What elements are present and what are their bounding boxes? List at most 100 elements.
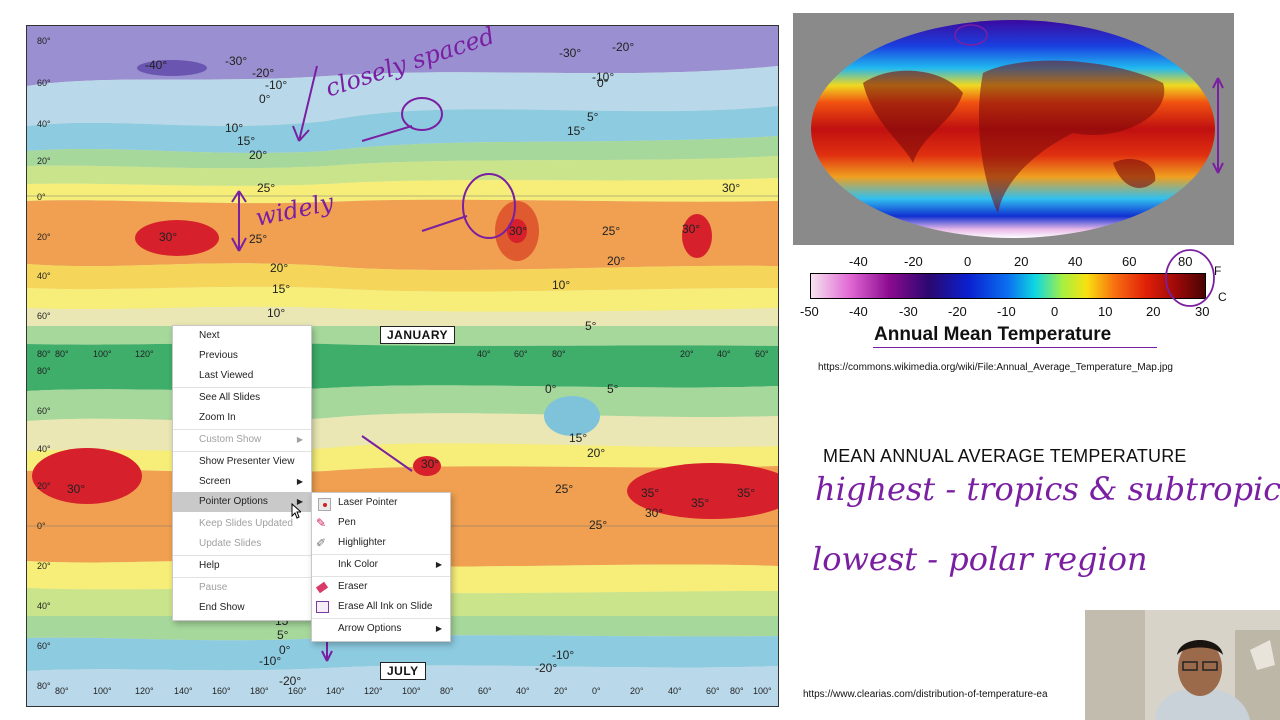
jul-lon-label: 60° <box>706 686 720 696</box>
menu-item-next[interactable]: Next <box>199 330 220 341</box>
jan-lat-label: 20° <box>37 156 51 166</box>
submenu-item-pen[interactable]: ✎ Pen <box>312 513 450 533</box>
jul-isotherm-label: -20° <box>535 661 558 675</box>
jan-isotherm-label: -40° <box>145 58 168 72</box>
ink-circle-80 <box>1165 249 1215 307</box>
jul-isotherm-label: 35° <box>641 486 660 500</box>
colorbar-unit-c: C <box>1218 290 1227 304</box>
colorbar-c-tick: -20 <box>948 304 967 319</box>
submenu-item-eraser[interactable]: Eraser <box>312 577 450 597</box>
colorbar-title: Annual Mean Temperature <box>874 324 1112 345</box>
jan-lat-label: 40° <box>37 271 51 281</box>
jan-lat-label: 60° <box>37 78 51 88</box>
submenu-item-highlighter[interactable]: ✐ Highlighter <box>312 533 450 553</box>
erase-all-icon <box>316 601 329 613</box>
jul-lon-label: 20° <box>554 686 568 696</box>
jul-lon-label: 80° <box>730 686 744 696</box>
jan-lon-label: 40° <box>717 349 731 359</box>
submenu-item-ink-color[interactable]: Ink Color ▶ <box>312 555 450 575</box>
webcam-video-feed <box>1085 610 1280 720</box>
jul-lat-label: 40° <box>37 601 51 611</box>
jan-isotherm-label: 5° <box>585 319 597 333</box>
jan-isotherm-label: 20° <box>249 148 268 162</box>
jul-isotherm-label: 30° <box>67 482 86 496</box>
jan-lon-label: 120° <box>135 349 154 359</box>
submenu-arrow-icon: ▶ <box>435 624 442 633</box>
jan-isotherm-label: -10° <box>592 70 615 84</box>
jan-isotherm-label: 10° <box>552 278 571 292</box>
submenu-item-erase-all-ink[interactable]: Erase All Ink on Slide <box>312 597 450 617</box>
jul-lon-label: 60° <box>478 686 492 696</box>
colorbar-c-tick: 0 <box>1051 304 1059 319</box>
january-label: JANUARY <box>380 326 456 344</box>
jul-lat-label: 20° <box>37 561 51 571</box>
menu-item-screen[interactable]: Screen ▶ <box>173 472 311 492</box>
colorbar-f-tick: 40 <box>1068 254 1083 269</box>
menu-item-custom-show[interactable]: Custom Show ▶ <box>173 430 311 450</box>
jan-isotherm-label: 25° <box>249 232 268 246</box>
jul-lon-label: 180° <box>250 686 269 696</box>
jan-isotherm-label: 0° <box>259 92 271 106</box>
jan-isotherm-label: 15° <box>237 134 256 148</box>
webcam-person <box>1085 610 1280 720</box>
submenu-arrow-icon: ▶ <box>296 435 303 444</box>
jul-lon-label: 40° <box>668 686 682 696</box>
menu-item-end-show[interactable]: End Show <box>199 602 245 613</box>
jan-isotherm-label: 10° <box>225 121 244 135</box>
menu-item-last-viewed[interactable]: Last Viewed <box>199 370 254 381</box>
menu-item-pointer-options[interactable]: Pointer Options ▶ <box>173 492 311 512</box>
jan-isotherm-label: -30° <box>559 46 582 60</box>
jan-lon-label: 80° <box>55 349 69 359</box>
colorbar-c-tick: -10 <box>997 304 1016 319</box>
menu-item-show-presenter-view[interactable]: Show Presenter View <box>199 456 295 467</box>
menu-item-keep-slides-updated[interactable]: Keep Slides Updated <box>199 518 293 529</box>
slideshow-context-menu: Next Previous Last Viewed See All Slides… <box>172 325 312 621</box>
jan-lat-label: 80° <box>37 349 51 359</box>
colorbar-c-tick: -40 <box>849 304 868 319</box>
jan-lon-label: 60° <box>755 349 769 359</box>
submenu-item-arrow-options[interactable]: Arrow Options ▶ <box>312 619 450 639</box>
jul-lat-label: 60° <box>37 406 51 416</box>
submenu-arrow-icon: ▶ <box>296 477 303 486</box>
jul-isotherm-label: 35° <box>737 486 756 500</box>
submenu-arrow-icon: ▶ <box>296 497 303 506</box>
jan-isotherm-label: 10° <box>267 306 286 320</box>
jul-lon-label: 100° <box>93 686 112 696</box>
jul-lon-label: 80° <box>55 686 69 696</box>
menu-item-pause[interactable]: Pause <box>199 582 228 593</box>
eraser-icon <box>315 581 329 594</box>
handwriting-highest: highest - tropics & subtropics <box>815 470 1280 508</box>
jan-lat-label: 0° <box>37 192 46 202</box>
jan-lat-label: 40° <box>37 119 51 129</box>
colorbar-f-tick: 60 <box>1122 254 1137 269</box>
jul-isotherm-label: -10° <box>552 648 575 662</box>
jul-lon-label: 120° <box>135 686 154 696</box>
submenu-item-laser-pointer[interactable]: Laser Pointer <box>312 493 450 513</box>
colorbar-f-tick: 20 <box>1014 254 1029 269</box>
menu-item-previous[interactable]: Previous <box>199 350 238 361</box>
jul-isotherm-label: 25° <box>589 518 608 532</box>
world-map-drawing <box>811 20 1224 238</box>
menu-item-help[interactable]: Help <box>199 560 220 571</box>
jan-isotherm-label: 15° <box>272 282 291 296</box>
jul-lat-label: 80° <box>37 681 51 691</box>
menu-item-update-slides[interactable]: Update Slides <box>199 538 262 549</box>
jan-isotherm-label: 30° <box>159 230 178 244</box>
menu-item-see-all-slides[interactable]: See All Slides <box>199 392 261 403</box>
colorbar-f-tick: -20 <box>904 254 923 269</box>
jul-lat-label: 80° <box>37 366 51 376</box>
menu-item-zoom-in[interactable]: Zoom In <box>199 412 236 423</box>
pointer-options-submenu: Laser Pointer ✎ Pen ✐ Highlighter Ink Co… <box>311 492 451 642</box>
jul-lon-label: 20° <box>630 686 644 696</box>
jul-isotherm-label: 0° <box>279 643 291 657</box>
jan-isotherm-label: 30° <box>509 224 528 238</box>
jul-isotherm-label: 5° <box>607 382 619 396</box>
source-url-clearias: https://www.clearias.com/distribution-of… <box>803 689 1048 700</box>
laser-pointer-icon <box>318 498 331 511</box>
pen-icon: ✎ <box>316 516 327 530</box>
colorbar-c-tick: 20 <box>1146 304 1161 319</box>
jan-lon-label: 40° <box>477 349 491 359</box>
ink-underline <box>873 347 1157 348</box>
jan-isotherm-label: -20° <box>252 66 275 80</box>
jan-isotherm-label: 30° <box>722 181 741 195</box>
